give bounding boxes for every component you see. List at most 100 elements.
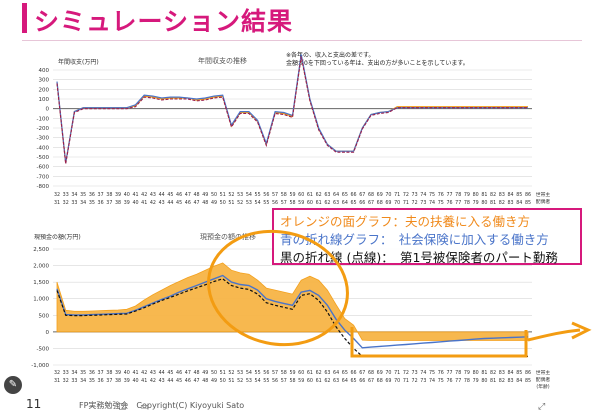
chart1-xtick-label: 53 — [237, 192, 243, 198]
fullscreen-icon[interactable]: ⤢ — [538, 402, 546, 412]
chart1-xtick-label: 70 — [385, 192, 391, 198]
chart1-xtick-label: 46 — [176, 192, 182, 198]
chart1-xtick-label: 72 — [403, 192, 409, 198]
chart1-xtick-label: 73 — [420, 200, 426, 206]
chart2-xtick-label: 59 — [298, 378, 304, 384]
chart2-xtick-label: 64 — [342, 378, 348, 384]
chart2-ylabel: 現預金の額(万円) — [34, 234, 81, 241]
chart2-xtick-label: 34 — [80, 378, 86, 384]
chart2-xtick-label: 56 — [263, 370, 269, 376]
chart2-xtick-label: 74 — [420, 370, 426, 376]
chart2-xtick-label: 60 — [298, 370, 304, 376]
chart2-xtick-label: 62 — [316, 370, 322, 376]
chart1-xtick-label: 36 — [98, 200, 104, 206]
chart1-xtick-label: 49 — [211, 200, 217, 206]
chart1-xtick-label: 74 — [429, 200, 435, 206]
legend-black-dotted: 黒の折れ線 (点線)： 第1号被保険者のパート勤務 — [280, 250, 558, 265]
chart2-xtick-label: 43 — [159, 378, 165, 384]
chart1-xtick-label: 59 — [289, 192, 295, 198]
chart2-xtick-label: 79 — [464, 370, 470, 376]
chart1-ytick-label: -800 — [37, 184, 50, 190]
chart1-ytick-label: 0 — [46, 107, 50, 113]
chart1-xtick-label: 53 — [246, 200, 252, 206]
chart2-xtick-label: 43 — [150, 370, 156, 376]
chart1-axis-end-label: 世帯主 — [536, 191, 551, 198]
chart2-xtick-label: 68 — [368, 370, 374, 376]
chart1-xtick-label: 75 — [429, 192, 435, 198]
chart1-xtick-label: 54 — [255, 200, 261, 206]
chart2-xtick-label: 77 — [455, 378, 461, 384]
chart2-xtick-label: 57 — [272, 370, 278, 376]
chart2-blue-line-series — [56, 274, 529, 349]
chart1-xtick-label: 60 — [298, 192, 304, 198]
chart1-xtick-label: 79 — [464, 192, 470, 198]
chart2-ytick-label: -1,000 — [31, 363, 49, 369]
chart2-xtick-label: 64 — [333, 370, 339, 376]
chart1-ytick-label: -400 — [37, 145, 50, 151]
chart1-xtick-label: 59 — [298, 200, 304, 206]
chart2-xtick-label: 78 — [464, 378, 470, 384]
chart2-xtick-label: 54 — [246, 370, 252, 376]
title-rule — [22, 40, 582, 41]
chart2-axis-end-label: 配偶者 — [536, 376, 551, 383]
chart2-xtick-label: 34 — [71, 370, 77, 376]
chart2-xtick-label: 83 — [508, 378, 514, 384]
chart1-xtick-label: 40 — [132, 200, 138, 206]
chart1-xtick-label: 63 — [324, 192, 330, 198]
chart2-xtick-label: 51 — [228, 378, 234, 384]
chart1-ytick-label: 300 — [39, 78, 50, 84]
chart1-orange-series — [56, 55, 528, 163]
chart1-xtick-label: 80 — [473, 192, 479, 198]
chart1-xtick-label: 56 — [272, 200, 278, 206]
legend-orange-area: オレンジの面グラフ：夫の扶養に入る働き方 — [280, 214, 531, 229]
chart1-xtick-label: 84 — [516, 200, 522, 206]
chart1-xtick-label: 82 — [499, 200, 505, 206]
chart2-xtick-label: 35 — [89, 378, 95, 384]
chart2-ytick-label: 1,500 — [33, 280, 49, 286]
chart1-xtick-label: 44 — [159, 192, 165, 198]
chart1-xtick-label: 75 — [438, 200, 444, 206]
chart1-ytick-label: -100 — [37, 116, 50, 122]
chart2-xtick-label: 50 — [211, 370, 217, 376]
chart2-ytick-label: 1,000 — [33, 297, 49, 303]
chart1-xtick-label: 52 — [237, 200, 243, 206]
chart1-ytick-label: -600 — [37, 165, 50, 171]
chart2-xtick-label: 80 — [473, 370, 479, 376]
chart1-xtick-label: 35 — [80, 192, 86, 198]
chart2-xtick-label: 84 — [508, 370, 514, 376]
chart2-ytick-label: 2,000 — [33, 264, 49, 270]
chart1-xtick-label: 74 — [420, 192, 426, 198]
chart1-xtick-label: 38 — [106, 192, 112, 198]
chart2-xtick-label: 52 — [228, 370, 234, 376]
chart2-xtick-label: 38 — [115, 378, 121, 384]
chart2-xtick-label: 33 — [63, 370, 69, 376]
chart2-xtick-label: 41 — [132, 370, 138, 376]
chart1-xtick-label: 31 — [54, 200, 60, 206]
chart1-xtick-label: 48 — [194, 192, 200, 198]
chart2-xtick-label: 44 — [159, 370, 165, 376]
chart1-xtick-label: 57 — [272, 192, 278, 198]
annotation-orange-bracket — [350, 327, 528, 358]
chart1-xtick-label: 72 — [412, 200, 418, 206]
video-icon: ▭ — [140, 402, 149, 412]
chart2-xtick-label: 40 — [124, 370, 130, 376]
chart1-xtick-label: 65 — [342, 192, 348, 198]
chart1-xtick-label: 86 — [525, 192, 531, 198]
chart2-xtick-label: 79 — [473, 378, 479, 384]
chart1-xtick-label: 68 — [377, 200, 383, 206]
chart1-xtick-label: 36 — [89, 192, 95, 198]
pencil-icon[interactable]: ✎ — [4, 376, 22, 394]
chart1-note-2: 金額が0を下回っている年は、支出の方が多いことを示しています。 — [286, 60, 469, 67]
chart1-xtick-label: 33 — [63, 192, 69, 198]
chart2-xtick-label: 40 — [132, 378, 138, 384]
chart2-xtick-label: 38 — [106, 370, 112, 376]
chart2-xtick-label: 58 — [289, 378, 295, 384]
chart1-ytick-label: -700 — [37, 174, 50, 180]
chart1-xtick-label: 64 — [333, 192, 339, 198]
chart1-xtick-label: 58 — [281, 192, 287, 198]
chart1-xtick-label: 69 — [385, 200, 391, 206]
chart1-xtick-label: 77 — [455, 200, 461, 206]
chart1-xtick-label: 76 — [438, 192, 444, 198]
chart2-xtick-label: 37 — [106, 378, 112, 384]
chart1-xtick-label: 81 — [481, 192, 487, 198]
